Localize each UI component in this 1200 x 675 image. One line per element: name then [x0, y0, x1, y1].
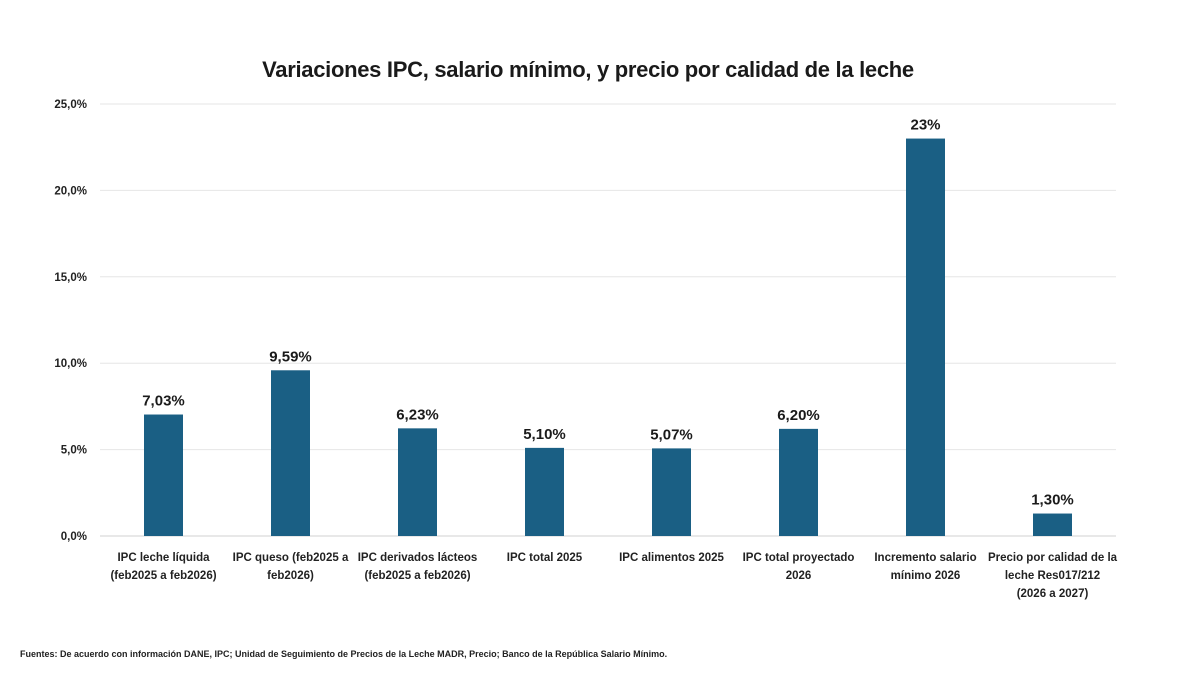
y-tick-label: 10,0% — [54, 358, 87, 370]
gridlines — [100, 103, 1116, 537]
x-category-line: IPC derivados lácteos — [358, 552, 478, 564]
x-category-line: leche Res017/212 — [1005, 570, 1100, 582]
x-category-label: IPC queso (feb2025 a feb2026) — [233, 552, 349, 582]
y-tick-label: 0,0% — [61, 531, 87, 543]
x-category-label: Precio por calidad de la leche Res017/212… — [988, 552, 1118, 600]
x-category-line: IPC total proyectado — [743, 552, 855, 564]
bar — [271, 370, 310, 536]
data-label: 6,23% — [396, 406, 439, 423]
x-category-line: mínimo 2026 — [891, 570, 961, 582]
x-category-line: (feb2025 a feb2026) — [110, 570, 216, 582]
x-category-line: IPC leche líquida — [117, 552, 210, 564]
x-category-line: Precio por calidad de la — [988, 552, 1118, 564]
x-category-label: IPC alimentos 2025 — [619, 552, 724, 564]
bar — [398, 428, 437, 536]
bars — [144, 138, 1072, 536]
bar — [906, 138, 945, 536]
source-note: Fuentes: De acuerdo con información DANE… — [20, 649, 668, 659]
data-label: 1,30% — [1031, 492, 1074, 509]
y-tick-label: 25,0% — [54, 99, 87, 111]
bar — [779, 428, 818, 536]
x-category-line: (feb2025 a feb2026) — [364, 570, 470, 582]
bar — [1033, 513, 1072, 536]
data-label: 6,20% — [777, 407, 820, 424]
y-tick-label: 15,0% — [54, 272, 87, 284]
bar — [652, 448, 691, 536]
x-category-label: Incremento salario mínimo 2026 — [874, 552, 976, 582]
x-category-line: (2026 a 2027) — [1017, 588, 1089, 600]
bar — [525, 447, 564, 536]
data-label: 9,59% — [269, 348, 312, 365]
x-category-label: IPC derivados lácteos (feb2025 a feb2026) — [358, 552, 478, 582]
x-category-line: 2026 — [786, 570, 812, 582]
bar — [144, 414, 183, 536]
x-category-line: feb2026) — [267, 570, 314, 582]
y-tick-label: 5,0% — [61, 445, 87, 457]
data-label: 5,07% — [650, 426, 693, 443]
x-category-line: Incremento salario — [874, 552, 976, 564]
x-category-line: IPC queso (feb2025 a — [233, 552, 349, 564]
x-category-line: IPC total 2025 — [507, 552, 583, 564]
data-label: 23% — [910, 117, 940, 134]
x-category-label: IPC total proyectado 2026 — [743, 552, 855, 582]
x-category-label: IPC leche líquida (feb2025 a feb2026) — [110, 552, 216, 582]
data-label: 7,03% — [142, 393, 185, 410]
y-tick-label: 20,0% — [54, 185, 87, 197]
chart-title: Variaciones IPC, salario mínimo, y preci… — [262, 57, 914, 82]
data-labels: 7,03% 9,59% 6,23% 5,10% 5,07% 6,20% 23% 1,30% — [142, 117, 1074, 509]
x-category-line: IPC alimentos 2025 — [619, 552, 724, 564]
x-axis-categories: IPC leche líquida (feb2025 a feb2026)IPC … — [110, 552, 1117, 600]
data-label: 5,10% — [523, 426, 566, 443]
y-axis-ticks: 0,0% 5,0% 10,0% 15,0% 20,0% 25,0% — [54, 99, 87, 543]
x-category-label: IPC total 2025 — [507, 552, 583, 564]
